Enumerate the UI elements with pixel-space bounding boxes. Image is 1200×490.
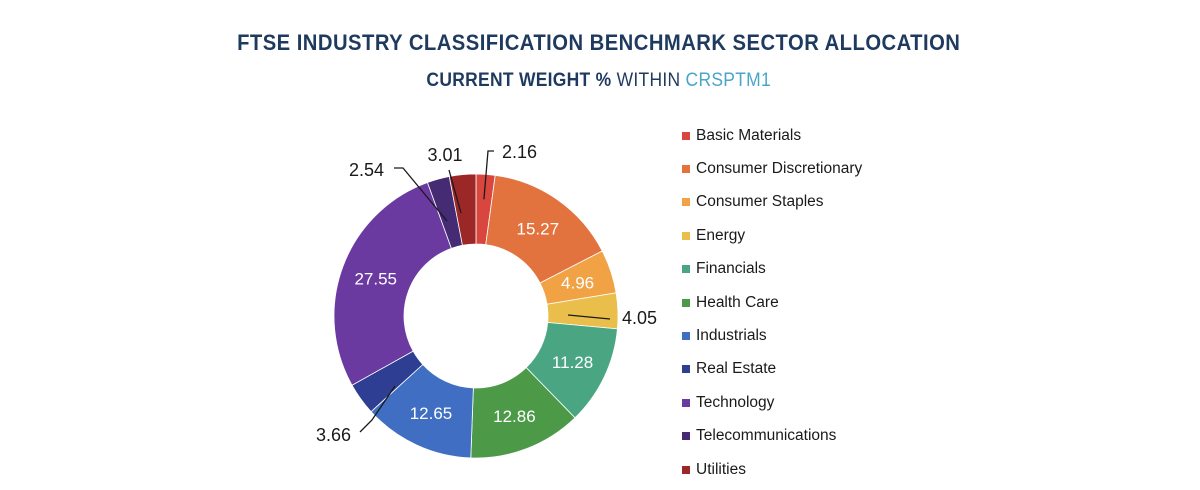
- legend-label: Utilities: [696, 460, 746, 478]
- legend-item-industrials: Industrials: [682, 319, 862, 352]
- legend-label: Technology: [696, 393, 775, 411]
- data-label-telecommunications: 2.54: [349, 160, 384, 180]
- subtitle-highlight: CRSPTM1: [685, 70, 772, 91]
- legend-swatch: [682, 432, 690, 441]
- legend-label: Real Estate: [696, 360, 777, 378]
- legend-swatch: [682, 165, 690, 174]
- data-label-health-care: 12.86: [493, 407, 536, 426]
- data-label-financials: 11.28: [552, 353, 593, 372]
- legend-item-real-estate: Real Estate: [682, 353, 862, 386]
- subtitle-normal: WITHIN: [616, 70, 681, 91]
- legend-swatch: [682, 231, 690, 240]
- chart-subtitle: CURRENT WEIGHT % WITHIN CRSPTM1: [47, 70, 1151, 92]
- legend-label: Energy: [696, 226, 746, 244]
- legend-swatch: [682, 298, 690, 307]
- legend-label: Telecommunications: [696, 427, 837, 445]
- legend-swatch: [682, 131, 690, 140]
- legend-swatch: [682, 198, 690, 207]
- legend-item-telecommunications: Telecommunications: [682, 420, 862, 453]
- legend-swatch: [682, 365, 690, 374]
- slice-technology: [333, 182, 452, 386]
- legend-label: Industrials: [696, 327, 767, 345]
- chart-legend: Basic Materials Consumer Discretionary Con…: [682, 119, 862, 486]
- data-label-utilities: 3.01: [427, 145, 462, 165]
- legend-item-health-care: Health Care: [682, 286, 862, 319]
- data-label-consumer-staples: 4.96: [561, 273, 594, 292]
- data-label-energy: 4.05: [622, 308, 657, 328]
- legend-swatch: [682, 332, 690, 341]
- legend-swatch: [682, 465, 690, 474]
- chart-title: FTSE INDUSTRY CLASSIFICATION BENCHMARK S…: [237, 30, 961, 55]
- legend-item-energy: Energy: [682, 219, 862, 252]
- slice-utilities: [448, 173, 477, 246]
- legend-label: Health Care: [696, 293, 779, 311]
- legend-item-consumer-discretionary: Consumer Discretionary: [682, 152, 862, 185]
- legend-item-financials: Financials: [682, 253, 862, 286]
- legend-label: Consumer Discretionary: [696, 160, 863, 178]
- legend-label: Consumer Staples: [696, 193, 824, 211]
- leader-line-basic-materials: [483, 150, 494, 200]
- data-label-consumer-discretionary: 15.27: [517, 220, 560, 239]
- data-label-industrials: 12.65: [410, 404, 453, 423]
- subtitle-bold: CURRENT WEIGHT %: [426, 70, 612, 91]
- data-label-real-estate: 3.66: [316, 425, 351, 445]
- leader-line-energy: [567, 314, 611, 320]
- legend-item-technology: Technology: [682, 386, 862, 419]
- leader-line-telecommunications: [394, 167, 448, 222]
- legend-item-basic-materials: Basic Materials: [682, 119, 862, 152]
- legend-label: Basic Materials: [696, 126, 802, 144]
- data-label-technology: 27.55: [354, 270, 397, 289]
- legend-swatch: [682, 265, 690, 274]
- leader-line-utilities: [448, 169, 462, 214]
- legend-label: Financials: [696, 260, 766, 278]
- leader-line-real-estate: [359, 385, 396, 433]
- data-label-basic-materials: 2.16: [502, 142, 537, 162]
- legend-swatch: [682, 398, 690, 407]
- legend-item-utilities: Utilities: [682, 453, 862, 486]
- legend-item-consumer-staples: Consumer Staples: [682, 186, 862, 219]
